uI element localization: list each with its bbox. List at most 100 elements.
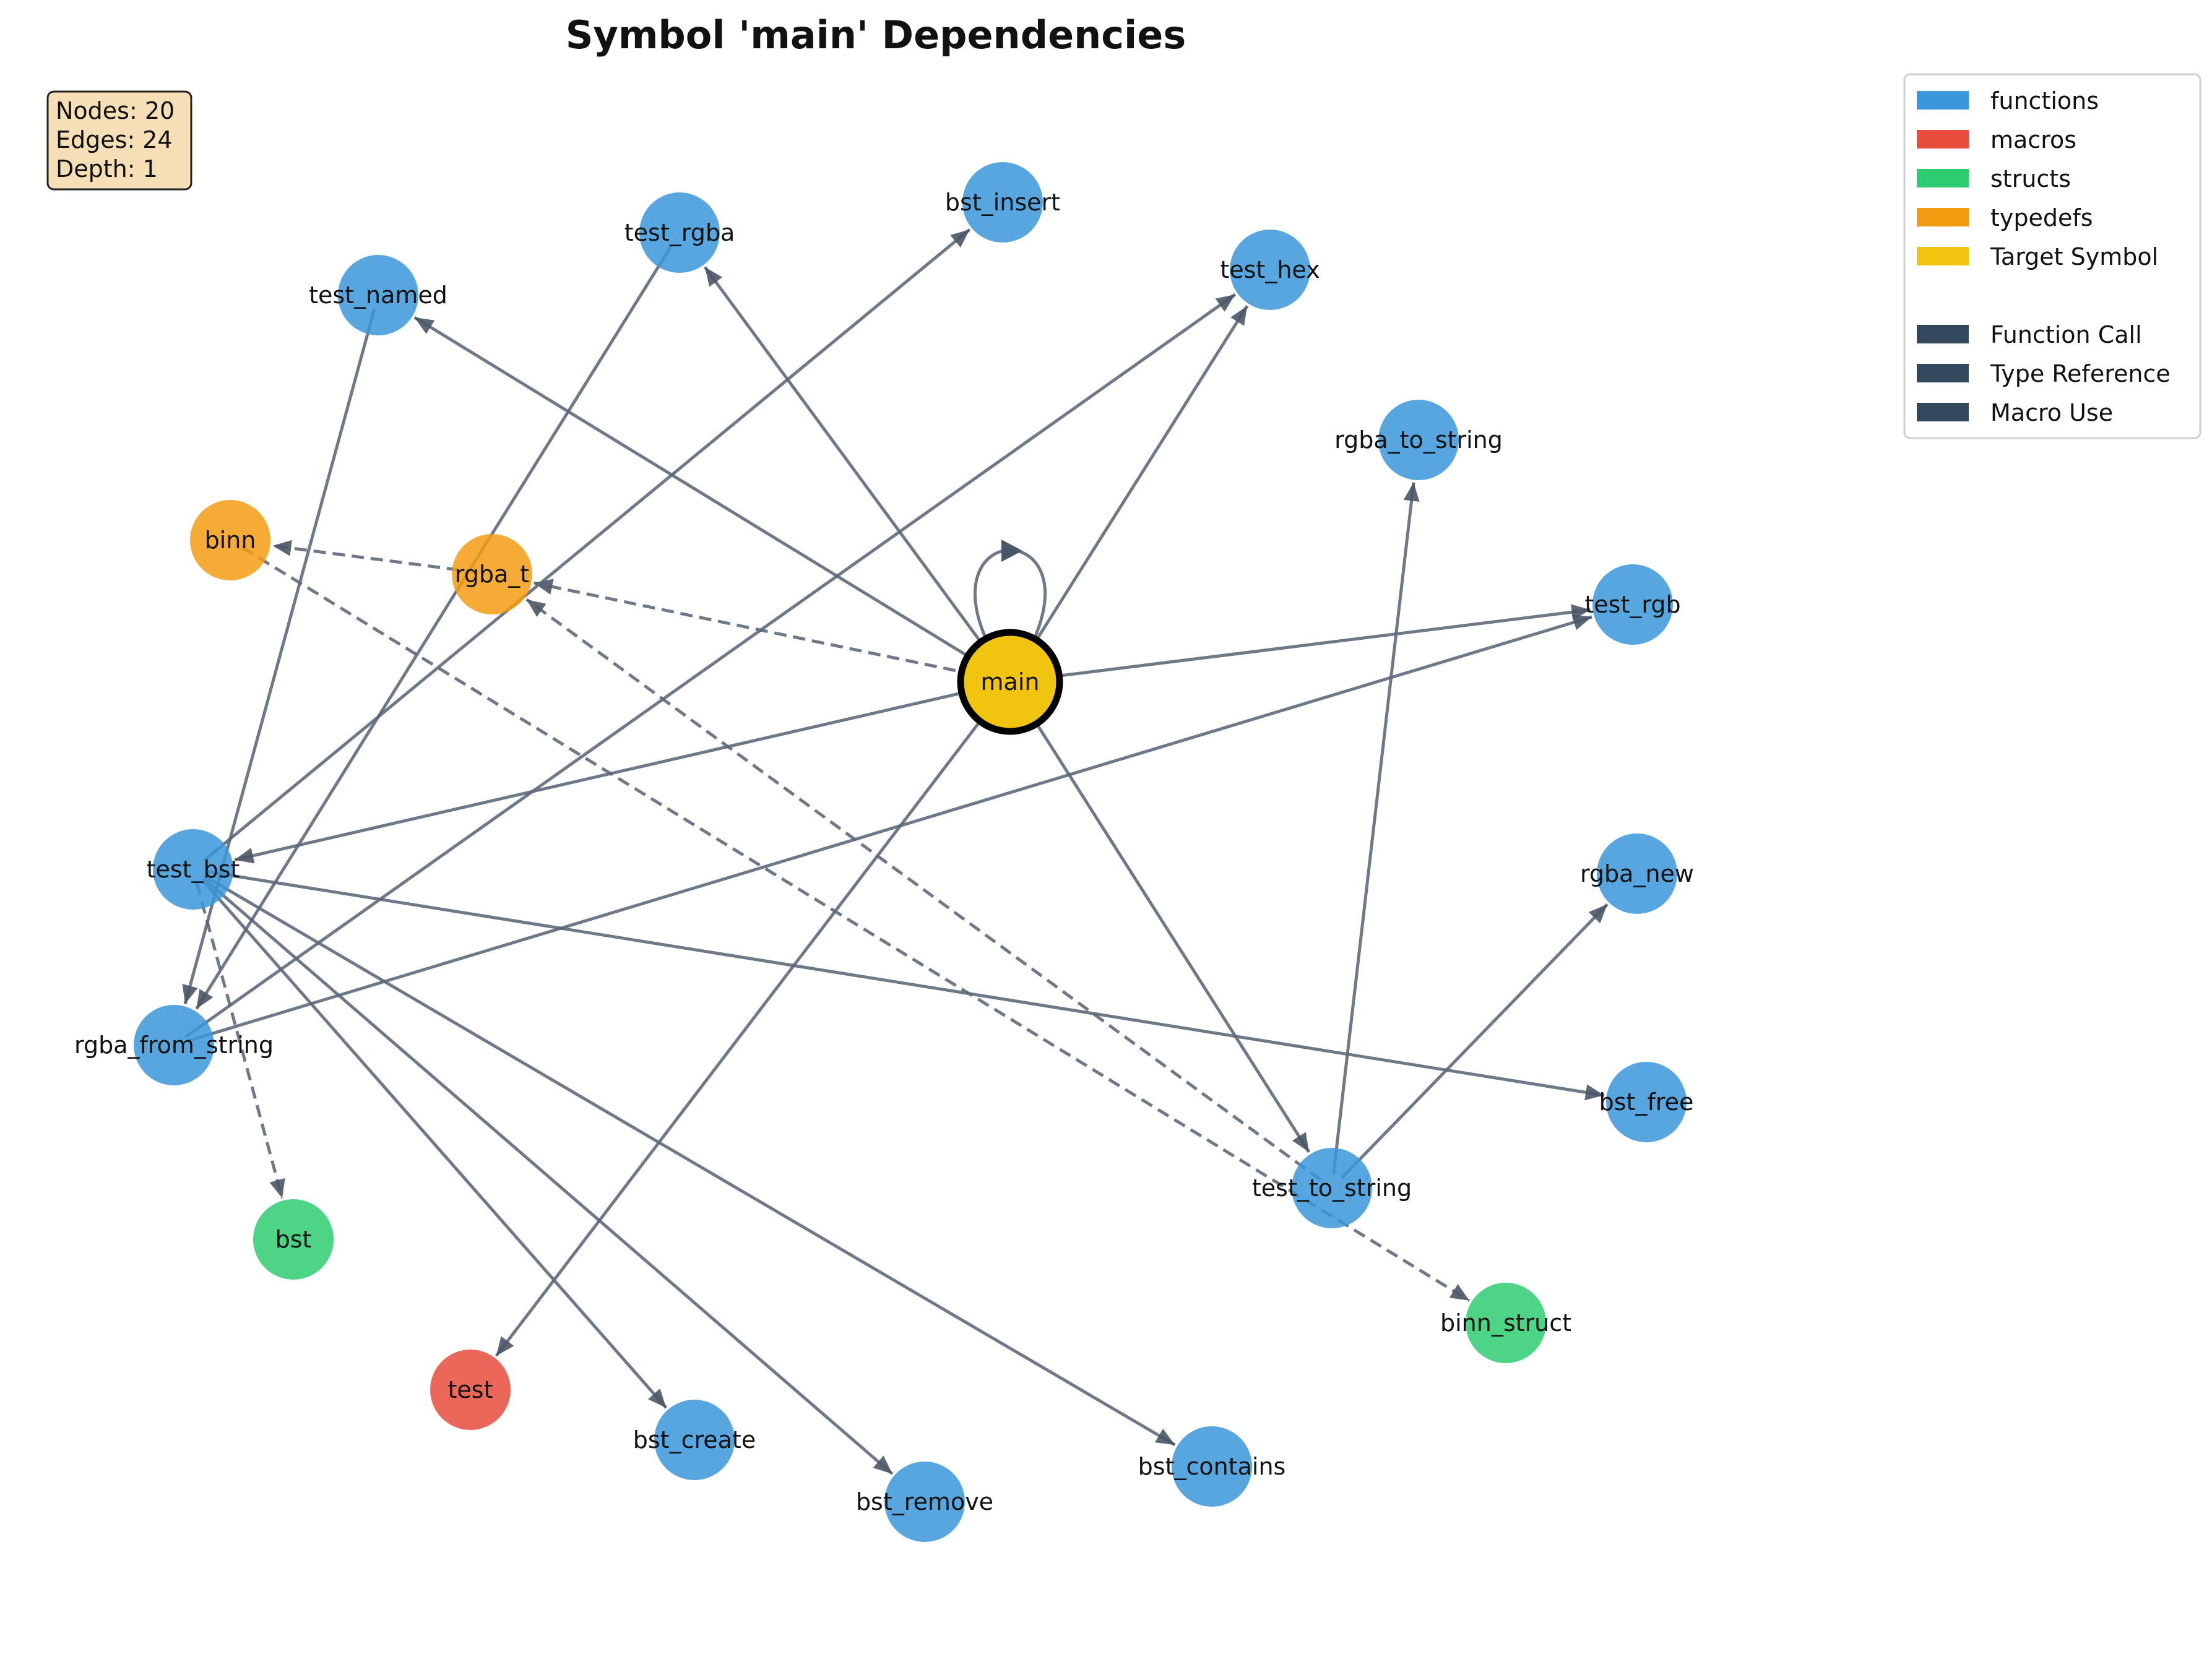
graph-title: Symbol 'main' Dependencies [566,12,1186,58]
node-label: bst_insert [945,189,1060,216]
edge-arrowhead [950,229,970,248]
node-label: rgba_t [455,561,529,588]
legend-item-target-symbol: Target Symbol [1917,243,2158,270]
node-label: test [448,1376,493,1403]
node-circle [1466,1283,1546,1363]
node-label: test_named [309,282,447,309]
node-bst_create[interactable]: bst_create [633,1400,756,1480]
node-label: binn_struct [1440,1309,1571,1337]
legend-swatch [1917,169,1969,187]
edge-test_bst-to-bst_remove [202,877,894,1475]
node-circle [884,1462,965,1542]
legend-swatch [1917,403,1969,421]
edge-main-to-test_named [413,316,996,674]
node-binn_struct[interactable]: binn_struct [1440,1283,1571,1363]
node-test_hex[interactable]: test_hex [1220,230,1320,310]
legend-item-functions: functions [1917,87,2099,114]
node-circle [957,629,1063,735]
node-label: test_bst [147,856,240,883]
node-circle [639,192,720,273]
node-binn[interactable]: binn [190,500,270,580]
node-bst_remove[interactable]: bst_remove [856,1462,993,1542]
edge-arrowhead [1571,614,1592,631]
legend-swatch [1917,208,1969,226]
edge-main-to-test_rgb [1027,608,1591,682]
edge-test_rgba-to-rgba_from_string [195,243,674,1010]
node-circle [430,1350,511,1430]
legend-swatch [1917,364,1969,382]
node-test_bst[interactable]: test_bst [147,829,240,910]
node-bst_insert[interactable]: bst_insert [945,162,1060,243]
edge-main-to-main [973,548,1047,638]
edge-test_bst-to-bst_contains [204,875,1176,1447]
legend-label: Function Call [1990,321,2142,348]
node-label: test_to_string [1252,1174,1412,1202]
legend-label: Type Reference [1990,360,2171,387]
node-test_rgba[interactable]: test_rgba [624,192,735,273]
node-bst_contains[interactable]: bst_contains [1138,1426,1286,1507]
edge-main-to-test_bst [234,684,994,861]
node-circle [338,255,418,335]
legend-label: Macro Use [1990,399,2113,426]
stats-box-background [46,90,192,191]
node-test_named[interactable]: test_named [309,255,447,335]
edge-arrowhead [647,1389,667,1408]
legend-frame [1903,73,2201,439]
node-label: bst_free [1599,1088,1694,1116]
node-rgba_from_string[interactable]: rgba_from_string [74,1005,274,1085]
edges-layer [182,228,1609,1475]
legend-swatch [1917,325,1969,343]
legend-label: functions [1990,87,2099,114]
edge-main-to-test_hex [1017,305,1249,668]
node-main[interactable]: main [957,629,1063,735]
edge-arrowhead [1588,904,1607,924]
edge-test_bst-to-bst [195,882,284,1199]
edge-arrowhead [1584,1084,1604,1101]
node-circle [962,162,1043,243]
edge-test_bst-to-bst_insert [202,228,971,862]
node-circle [153,829,233,910]
stats-edges: Edges: 24 [56,126,173,153]
legend-item-function-call: Function Call [1917,321,2142,348]
node-test_to_string[interactable]: test_to_string [1252,1148,1412,1228]
legend-item-macro-use: Macro Use [1917,399,2113,426]
node-rgba_t[interactable]: rgba_t [452,534,532,614]
edge-main-to-test [495,694,1001,1357]
stats-depth: Depth: 1 [56,155,158,183]
legend: functions macros structs typedefs Target Sym… [1903,73,2201,439]
edge-test_to_string-to-rgba_new [1341,903,1609,1179]
node-label: main [981,668,1040,696]
legend-item-macros: macros [1917,126,2076,153]
edge-main-to-rgba_t [534,581,994,680]
node-circle [134,1005,214,1085]
legend-swatch [1917,91,1969,110]
edge-arrowhead [414,317,435,334]
edge-arrowhead [235,848,255,864]
node-test_rgb[interactable]: test_rgb [1584,564,1681,645]
node-test[interactable]: test [430,1350,511,1430]
edge-binn-to-binn_struct [241,546,1471,1303]
node-circle [190,500,270,580]
node-circle [1378,400,1459,480]
edge-arrowhead [526,599,547,617]
legend-label: Target Symbol [1990,243,2158,270]
node-bst_free[interactable]: bst_free [1599,1062,1694,1142]
node-rgba_new[interactable]: rgba_new [1580,833,1694,914]
node-label: binn [205,527,256,554]
edge-arrowhead [1449,1284,1470,1301]
edge-arrowhead [1292,1132,1309,1152]
edge-arrowhead [704,267,723,287]
edge-arrowhead [1215,294,1235,312]
node-circle [1172,1426,1252,1507]
node-rgba_to_string[interactable]: rgba_to_string [1334,400,1503,480]
edge-arrowhead [496,1336,514,1356]
node-circle [1592,564,1673,645]
node-label: bst_remove [856,1488,993,1515]
node-circle [452,534,532,614]
node-bst[interactable]: bst [253,1199,334,1280]
edge-arrowhead [269,1178,285,1199]
edge-arrowhead [182,984,198,1004]
edge-arrowhead [1230,306,1248,326]
legend-item-typedefs: typedefs [1917,204,2093,231]
self-loop-arrow [1001,540,1022,562]
